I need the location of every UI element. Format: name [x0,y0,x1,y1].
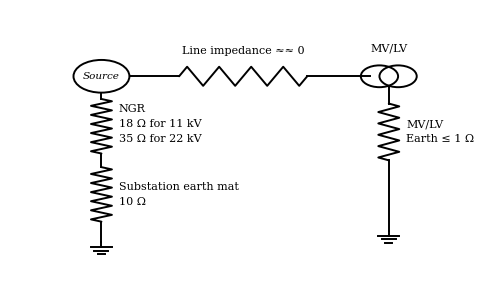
Text: Source: Source [83,72,120,81]
Text: MV/LV
Earth ≤ 1 Ω: MV/LV Earth ≤ 1 Ω [406,119,474,144]
Text: Line impedance ≈≈ 0: Line impedance ≈≈ 0 [182,46,305,56]
Text: NGR
18 Ω for 11 kV
35 Ω for 22 kV: NGR 18 Ω for 11 kV 35 Ω for 22 kV [119,104,201,144]
Text: Substation earth mat
10 Ω: Substation earth mat 10 Ω [119,182,239,207]
Text: MV/LV: MV/LV [370,44,407,54]
Circle shape [74,60,129,93]
